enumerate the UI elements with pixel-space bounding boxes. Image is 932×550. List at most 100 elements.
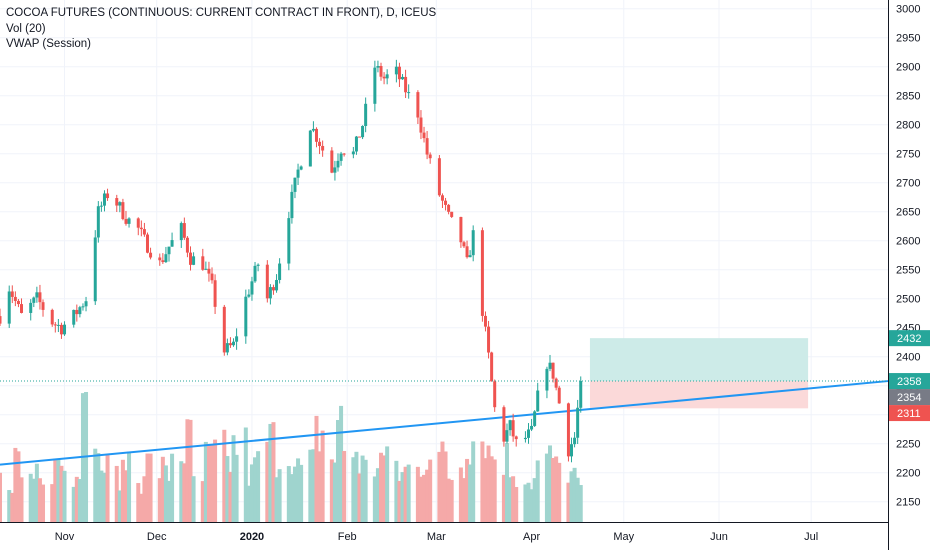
candle-body — [533, 411, 537, 426]
price-tick-label: 2250 — [896, 439, 920, 451]
candle-body — [502, 407, 506, 442]
volume-bar — [289, 474, 294, 522]
volume-bar — [504, 443, 509, 522]
volume-bar — [228, 471, 233, 522]
trendline[interactable] — [0, 380, 889, 466]
volume-bar — [191, 476, 196, 522]
candle-body — [573, 437, 577, 445]
volume-bar — [7, 490, 12, 522]
symbol-title[interactable]: COCOA FUTURES (CONTINUOUS: CURRENT CONTR… — [6, 7, 437, 19]
profit-zone[interactable] — [589, 338, 809, 382]
candle-body — [210, 273, 214, 281]
last-price-tag: 2354 — [889, 389, 930, 406]
candle-body — [235, 336, 239, 342]
volume-bar — [77, 479, 82, 522]
candle-body — [314, 128, 318, 142]
candle-body — [382, 76, 386, 79]
candle-body — [10, 291, 14, 297]
volume-bar — [529, 489, 534, 522]
candle-body — [232, 341, 236, 346]
candle-body — [222, 306, 226, 353]
time-tick-label: Apr — [523, 531, 540, 543]
volume-bar — [357, 473, 362, 522]
candle-body — [487, 326, 491, 353]
volume-bar — [425, 469, 430, 522]
candle-body — [127, 218, 131, 224]
candle-body — [192, 256, 196, 265]
candle-body — [225, 343, 229, 353]
loss-zone[interactable] — [589, 381, 809, 409]
candle-body — [164, 254, 168, 263]
stop-price-tag-label: 2311 — [897, 408, 921, 420]
volume-bar — [471, 441, 476, 522]
volume-bar — [114, 465, 119, 522]
candle-body — [358, 136, 362, 138]
candle-body — [493, 381, 497, 408]
volume-bar — [483, 458, 488, 522]
candle-body — [579, 381, 583, 408]
volume-bar — [163, 465, 168, 522]
candle-body — [185, 237, 189, 253]
candle-body — [139, 227, 143, 230]
candle-body — [397, 66, 401, 80]
volume-bar — [575, 477, 580, 522]
volume-bar — [243, 427, 248, 522]
candle-body — [96, 206, 100, 238]
candle-body — [213, 280, 217, 307]
volume-bar — [123, 470, 128, 522]
candle-body — [422, 132, 426, 139]
volume-bar — [544, 453, 549, 522]
candle-body — [293, 177, 297, 192]
candle-body — [244, 296, 248, 337]
candle-body — [142, 229, 146, 235]
candle-body — [444, 200, 448, 205]
volume-bar — [449, 479, 454, 522]
candle-body — [468, 255, 472, 258]
candle-body — [256, 264, 260, 266]
chart-legend: COCOA FUTURES (CONTINUOUS: CURRENT CONTR… — [6, 6, 436, 53]
stop-price-tag-bg — [889, 405, 930, 422]
volume-bar — [148, 453, 153, 522]
time-tick-label: Jul — [804, 531, 818, 543]
candle-body — [376, 66, 380, 68]
volume-bar — [535, 460, 540, 522]
volume-bar — [394, 460, 399, 522]
volume-bar — [554, 456, 559, 522]
candle-body — [526, 429, 530, 438]
long-position-zones[interactable] — [589, 338, 809, 409]
trendline-layer[interactable] — [0, 380, 889, 466]
volume-indicator-label[interactable]: Vol (20) — [6, 22, 46, 35]
volume-bar — [56, 459, 61, 522]
candle-body — [287, 218, 291, 264]
volume-bar — [317, 451, 322, 522]
price-axis[interactable]: 2150220022502300235024002450250025502600… — [888, 0, 921, 550]
volume-bar — [31, 478, 36, 522]
candle-body — [480, 230, 484, 316]
candle-body — [59, 324, 63, 335]
candle-body — [16, 300, 20, 305]
candle-body — [84, 301, 88, 307]
volume-bar — [566, 482, 571, 522]
volume-bar — [182, 463, 187, 522]
candle-body — [35, 292, 39, 298]
vwap-indicator-label[interactable]: VWAP (Session) — [6, 38, 91, 50]
volume-bar — [418, 476, 423, 522]
candle-body — [271, 287, 275, 291]
candle-body — [321, 145, 325, 151]
volume-bar — [222, 429, 227, 522]
volume-bar — [277, 469, 282, 522]
price-tick-label: 2550 — [896, 265, 920, 277]
volume-bar — [375, 468, 380, 522]
candle-body — [379, 66, 383, 77]
volume-bar — [320, 430, 325, 522]
volume-bar — [142, 476, 147, 522]
candle-body — [419, 117, 423, 133]
price-tick-label: 2600 — [896, 236, 920, 248]
volume-bar — [145, 453, 150, 522]
volume-bar — [188, 419, 193, 522]
volume-bar — [523, 484, 528, 522]
candle-body — [342, 153, 346, 155]
target-price-tag: 2432 — [889, 330, 930, 347]
time-axis[interactable]: Nov Dec 2020 Feb Mar Apr May Jun Jul — [0, 522, 888, 544]
